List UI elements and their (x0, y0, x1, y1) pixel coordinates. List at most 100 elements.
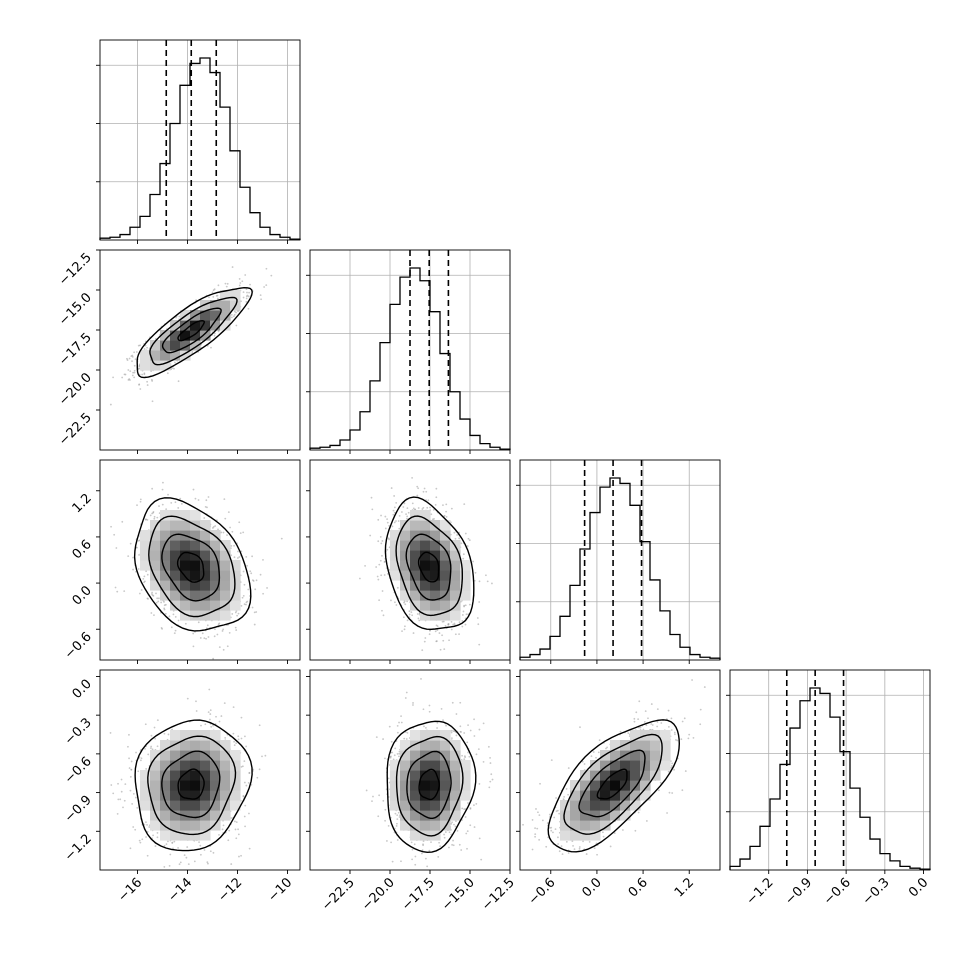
density-cell (210, 800, 221, 811)
density-cell (410, 550, 421, 561)
scatter-point (567, 793, 569, 796)
density-cell (160, 810, 171, 821)
scatter-point (156, 597, 159, 600)
density-cell (420, 580, 431, 591)
density-cell (430, 530, 441, 541)
scatter-point (240, 716, 243, 719)
scatter-point (146, 519, 149, 521)
density-cell (390, 530, 401, 541)
scatter-point (245, 745, 248, 748)
scatter-point (241, 596, 244, 599)
scatter-point (571, 840, 574, 842)
scatter-point (207, 862, 209, 865)
density-cell (200, 590, 211, 601)
scatter-point (242, 662, 244, 664)
scatter-point (238, 521, 241, 524)
density-cell (160, 330, 171, 341)
scatter-point (422, 708, 425, 711)
density-cell (200, 580, 211, 591)
scatter-point (163, 604, 166, 607)
density-cell (180, 780, 191, 791)
density-cell (200, 560, 211, 571)
scatter-point (137, 539, 140, 542)
density-cell (410, 780, 421, 791)
scatter-point (192, 488, 195, 491)
scatter-point (264, 754, 267, 757)
scatter-point (261, 755, 263, 758)
density-cell (400, 820, 411, 831)
scatter-point (237, 833, 240, 836)
density-cell (440, 790, 451, 801)
panel-content (365, 678, 494, 868)
scatter-point (563, 795, 566, 798)
scatter-point (459, 701, 462, 704)
scatter-point (520, 879, 522, 881)
density-cell (150, 520, 161, 531)
scatter-point (408, 610, 411, 613)
density-cell (390, 540, 401, 551)
scatter-point (380, 542, 383, 545)
scatter-point (127, 555, 130, 558)
density-cell (200, 320, 211, 331)
scatter-point (226, 645, 229, 648)
scatter-point (428, 849, 431, 852)
scatter-point (398, 514, 401, 517)
scatter-point (461, 625, 464, 628)
scatter-point (647, 717, 649, 720)
scatter-point (473, 718, 475, 721)
density-cell (400, 800, 411, 811)
scatter-point (417, 507, 420, 509)
scatter-point (489, 762, 492, 764)
scatter-point (478, 783, 481, 785)
scatter-point (143, 575, 146, 578)
scatter-point (476, 617, 479, 619)
scatter-point (177, 380, 180, 383)
histogram-panel-2 (516, 459, 721, 664)
density-cell (410, 790, 421, 801)
scatter-point (185, 856, 188, 859)
scatter-point (482, 760, 485, 763)
scatter-point (130, 768, 133, 771)
scatter-point (560, 845, 563, 848)
scatter-point (699, 723, 702, 726)
scatter-point (168, 615, 171, 618)
scatter-point (237, 612, 240, 615)
scatter-point (255, 579, 258, 582)
scatter-point (137, 770, 140, 773)
density-cell (170, 590, 181, 601)
scatter-point (235, 837, 238, 840)
scatter-point (238, 278, 241, 280)
scatter-point (538, 814, 541, 817)
scatter-point (120, 790, 123, 793)
scatter-point (411, 476, 413, 479)
density-cell (160, 790, 171, 801)
scatter-point (482, 722, 485, 725)
scatter-point (395, 502, 398, 504)
scatter-point (699, 708, 702, 711)
scatter-point (227, 511, 230, 514)
density-cell (450, 590, 461, 601)
scatter-point (119, 798, 122, 801)
density-cell (400, 780, 411, 791)
scatter-point (466, 545, 469, 547)
scatter-point (217, 528, 219, 531)
scatter-point (151, 748, 154, 751)
density-cell (230, 590, 241, 601)
scatter-point (139, 344, 141, 347)
scatter-point (392, 509, 395, 512)
scatter-point (538, 838, 541, 841)
scatter-point (127, 379, 130, 381)
density-cell (400, 740, 411, 751)
scatter-point (255, 611, 258, 613)
scatter-point (149, 514, 152, 517)
density-cell (150, 530, 161, 541)
scatter-point (391, 860, 394, 863)
scatter-point (200, 724, 202, 727)
density-cell (200, 820, 211, 831)
scatter-point (244, 735, 246, 738)
contour-1 (161, 533, 221, 602)
density-cell (390, 550, 401, 561)
contour-0 (176, 551, 205, 583)
density-cell (190, 320, 201, 331)
